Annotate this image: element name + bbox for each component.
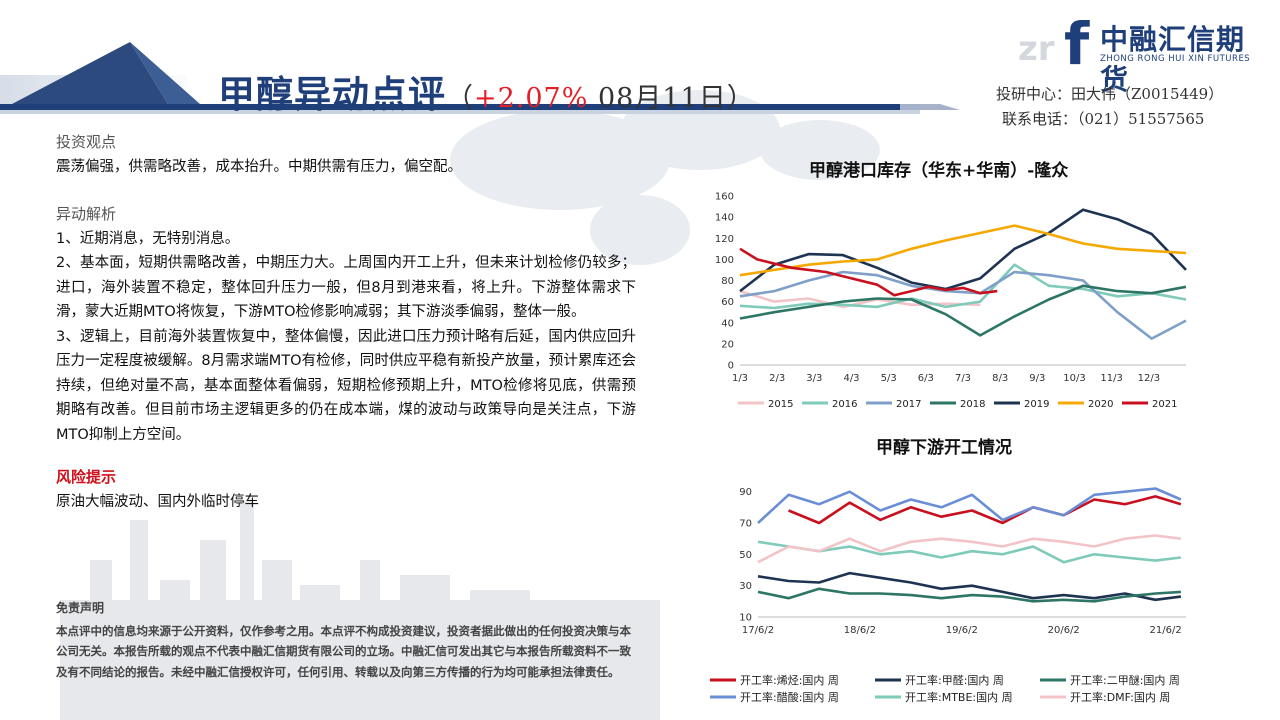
risk-text: 原油大幅波动、国内外临时停车 [56,493,259,510]
series-line-开工率:甲醛:国内 周 [757,571,1182,602]
logo-name-cn: 中融汇信期货 [1100,23,1246,96]
x-tick-label: 20/6/2 [1048,625,1080,636]
x-tick-label: 10/3 [1063,373,1085,384]
y-tick-label: 160 [715,192,734,203]
legend-label-开工率:甲醛:国内 周: 开工率:甲醛:国内 周 [905,673,1004,687]
analysis-point-3: 3、逻辑上，目前海外装置恢复中，整体偏慢，因此进口压力预计略有后延，国内供应回升… [56,328,636,443]
legend-label-2016: 2016 [832,399,857,410]
series-line-开工率:DMF:国内 周 [757,534,1182,564]
disclaimer-text: 本点评中的信息均来源于公开资料，仅作参考之用。本点评不构成投资建议，投资者据此做… [56,623,631,679]
analyst-line: 投研中心：田大伟（Z0015449） [996,85,1224,103]
view-title: 投资观点 [56,133,117,151]
logo-watermark-letters: zr [1018,29,1055,69]
y-tick-label: 90 [739,487,752,498]
x-tick-label: 2/3 [769,373,785,384]
port-inventory-chart: 0 20 40 60 80 100 120 140 160 1/3 2/3 3/3 4/3 5/3 6/3 7… [715,192,1187,410]
series-line-2017 [739,270,1187,340]
legend-label-2019: 2019 [1024,399,1049,410]
legend-label-2020: 2020 [1088,399,1113,410]
x-tick-label: 7/3 [955,373,971,384]
series-line-2019 [739,208,1187,293]
price-change: +2.07% [474,83,589,114]
x-tick-label: 11/3 [1100,373,1122,384]
title-main: 甲醇异动点评 [218,72,446,116]
x-tick-label: 4/3 [843,373,859,384]
company-logo: zr f 中融汇信期货 ZHONG RONG HUI XIN FUTURES [1012,12,1272,96]
contact-block: 投研中心：田大伟（Z0015449） 联系电话：（021）51557565 [996,82,1223,132]
title-open-paren: （ [446,83,474,114]
y-tick-label: 30 [739,581,752,592]
y-tick-label: 50 [739,550,752,561]
logo-name-en: ZHONG RONG HUI XIN FUTURES [1100,54,1251,64]
x-tick-label: 6/3 [918,373,934,384]
disclaimer-title: 免责声明 [56,601,105,615]
legend-label-2018: 2018 [960,399,985,410]
legend-label-2021: 2021 [1152,399,1177,410]
x-tick-label: 18/6/2 [844,625,876,636]
legend-label-开工率:MTBE:国内 周: 开工率:MTBE:国内 周 [905,690,1013,704]
x-tick-label: 12/3 [1138,373,1160,384]
y-tick-label: 140 [715,213,734,224]
x-tick-label: 1/3 [732,373,748,384]
downstream-operating-rate-chart: 10 30 50 70 90 17/6/2 18/6/2 19/6/2 20/6/2 21/6/2… [710,487,1186,704]
legend-label-开工率:烯烃:国内 周: 开工率:烯烃:国内 周 [740,673,839,687]
header-band [0,42,960,114]
legend-label-2017: 2017 [896,399,921,410]
x-tick-label: 19/6/2 [946,625,978,636]
logo-f-glyph: f [1064,12,1090,70]
chart-title-downstream: 甲醇下游开工情况 [876,438,1012,458]
commentary-body: 投资观点 震荡偏强，供需略改善，成本抬升。中期供需有压力，偏空配。 异动解析 1… [56,130,636,514]
series-line-开工率:MTBE:国内 周 [757,540,1182,564]
legend-label-开工率:DMF:国内 周: 开工率:DMF:国内 周 [1070,690,1170,704]
x-tick-label: 21/6/2 [1150,625,1182,636]
y-tick-label: 10 [739,613,752,624]
y-tick-label: 120 [715,234,734,245]
y-tick-label: 70 [739,519,752,530]
logo-mark-icon: zr f [1018,12,1090,70]
series-line-开工率:醋酸:国内 周 [757,487,1182,524]
disclaimer: 免责声明 本点评中的信息均来源于公开资料，仅作参考之用。本点评不构成投资建议，投… [56,598,636,682]
x-tick-label: 8/3 [992,373,1008,384]
analysis-point-1: 1、近期消息，无特别消息。 [56,230,240,247]
title-date: 08月11日 [588,83,727,114]
series-line-开工率:二甲醚:国内 周 [757,587,1181,603]
analysis-point-2: 2、基本面，短期供需略改善，中期压力大。上周国内开工上升，但未来计划检修仍较多；… [56,255,636,320]
y-tick-label: 80 [721,276,734,287]
x-tick-label: 5/3 [881,373,897,384]
series-line-2018 [739,284,1187,337]
phone-line: 联系电话：（021）51557565 [1002,110,1205,128]
x-tick-label: 9/3 [1029,373,1045,384]
legend-label-开工率:醋酸:国内 周: 开工率:醋酸:国内 周 [740,690,839,704]
y-tick-label: 40 [721,318,734,329]
legend-label-开工率:二甲醚:国内 周: 开工率:二甲醚:国内 周 [1070,673,1180,687]
analysis-title: 异动解析 [56,205,117,223]
series-line-2016 [739,263,1187,310]
series-line-2015 [739,289,981,309]
x-tick-label: 17/6/2 [742,625,774,636]
view-text: 震荡偏强，供需略改善，成本抬升。中期供需有压力，偏空配。 [56,158,462,175]
page-title: 甲醇异动点评（+2.07% 08月11日） [218,64,755,118]
y-tick-label: 100 [715,255,734,266]
series-line-2020 [739,224,1187,277]
title-close-paren: ） [726,83,755,114]
y-tick-label: 20 [721,339,734,350]
x-tick-label: 3/3 [806,373,822,384]
y-tick-label: 60 [721,297,734,308]
chart-title-port-inventory: 甲醇港口库存（华东+华南）-隆众 [809,161,1069,181]
series-line-2021 [739,247,998,297]
risk-title: 风险提示 [56,468,117,486]
legend-label-2015: 2015 [768,399,793,410]
series-line-开工率:烯烃:国内 周 [788,495,1182,525]
y-tick-label: 0 [728,361,734,372]
